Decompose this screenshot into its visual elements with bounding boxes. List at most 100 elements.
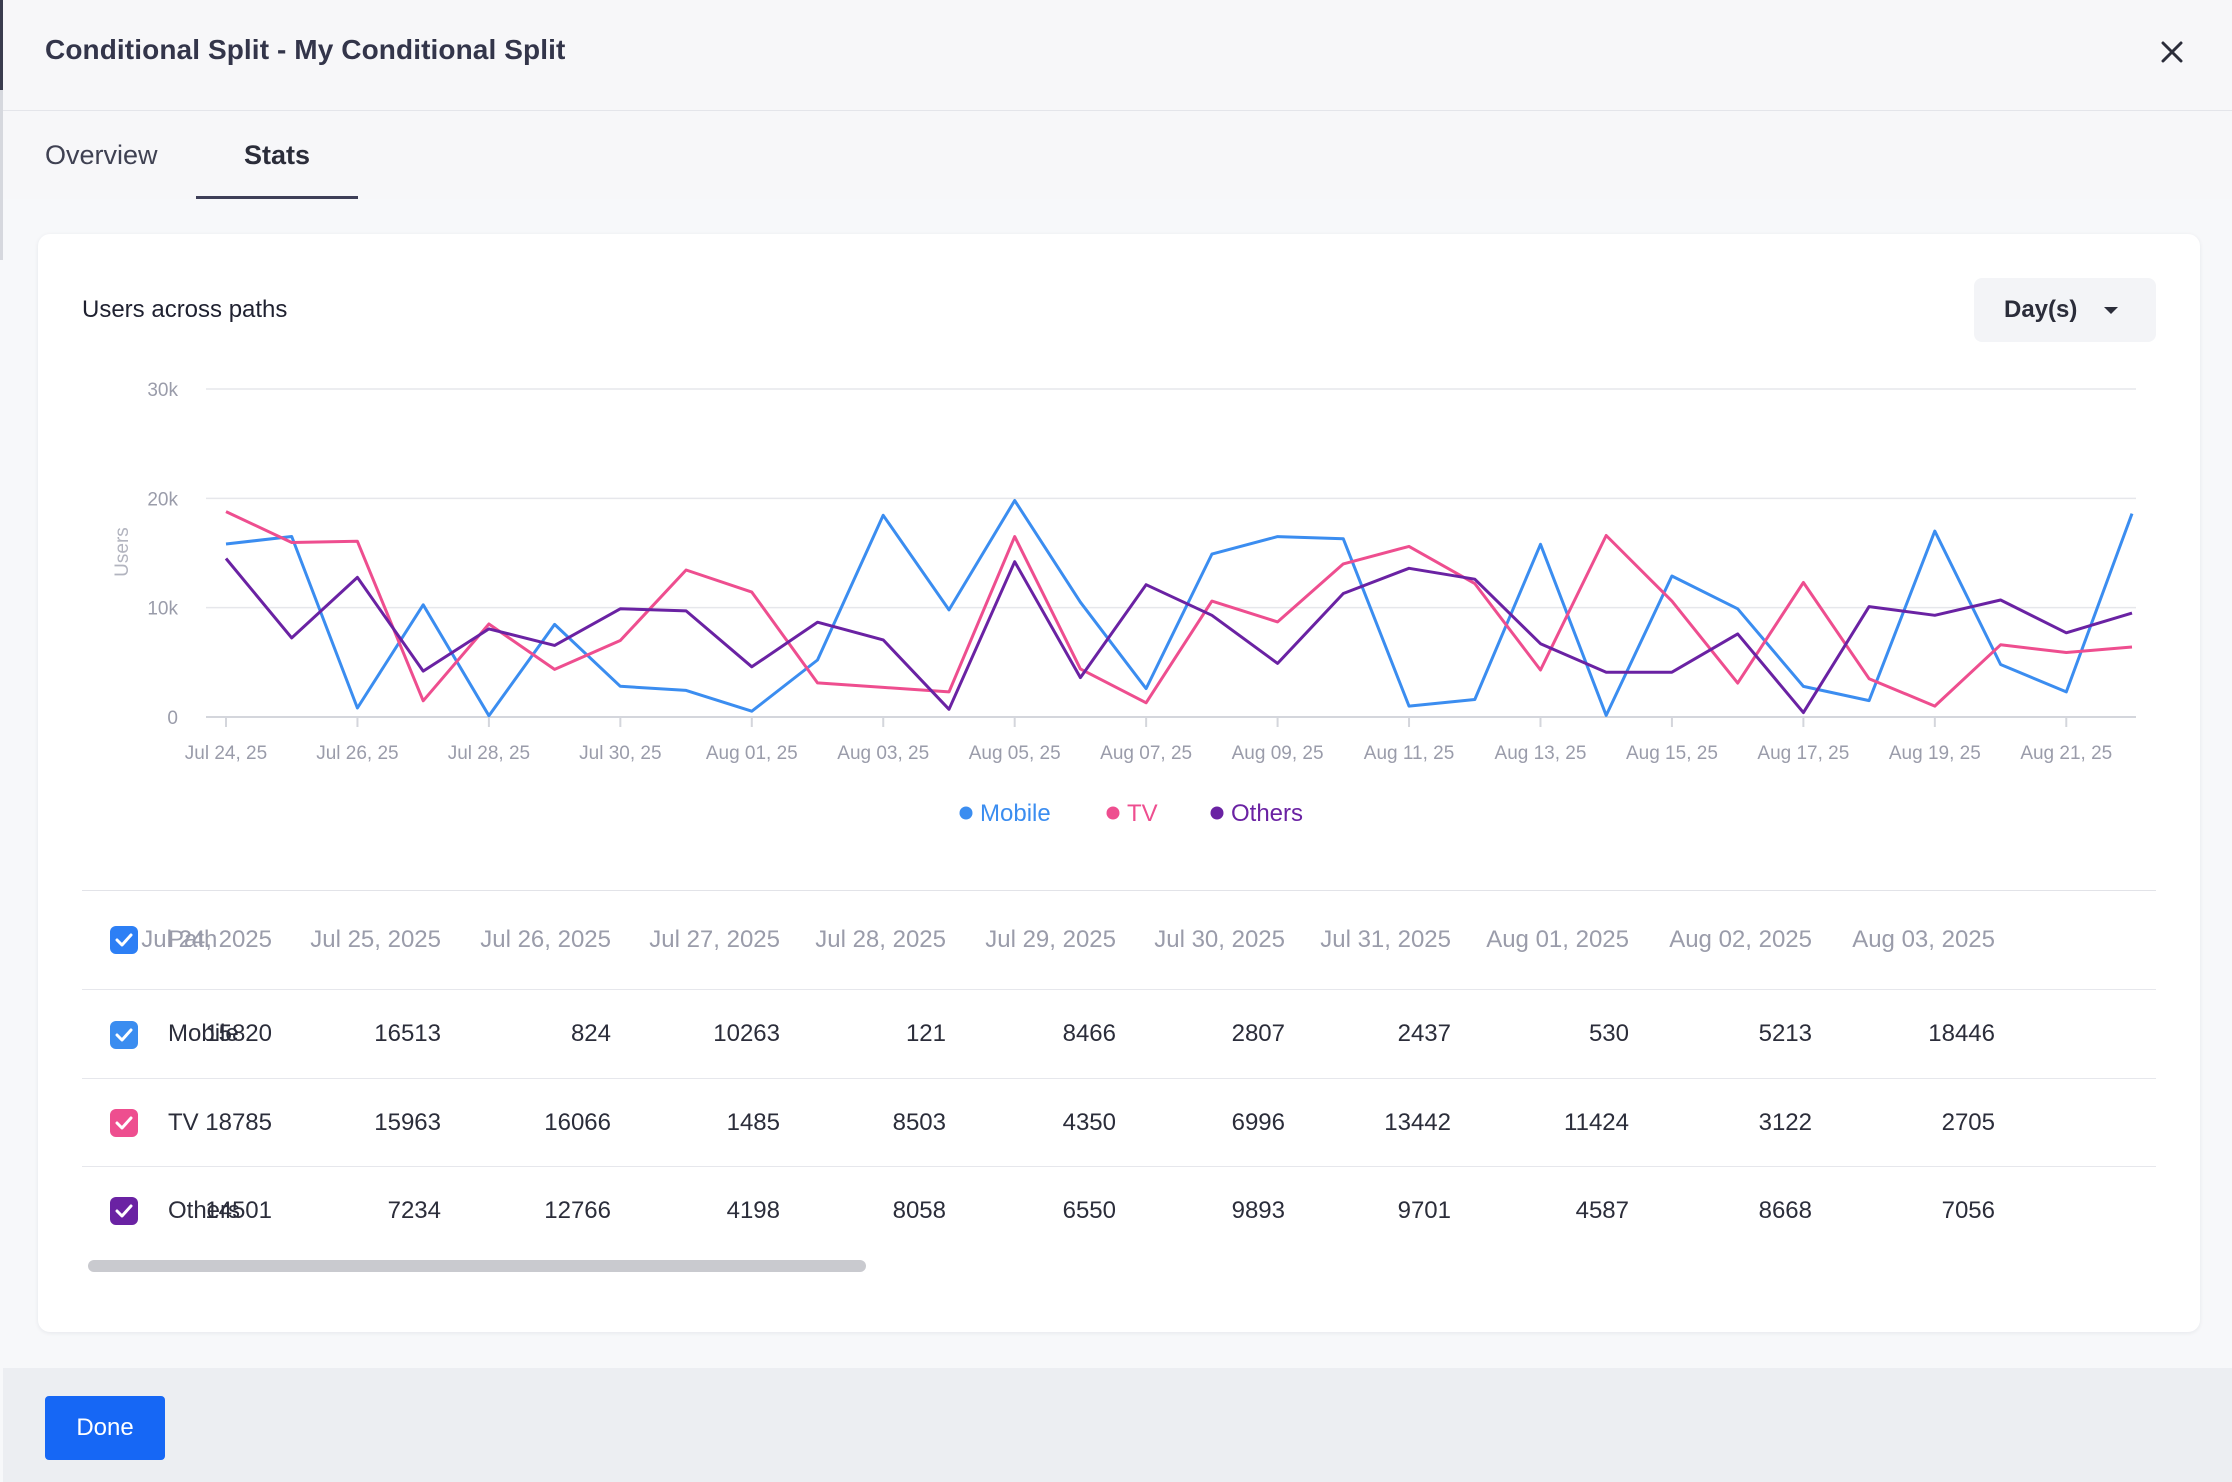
table-cell: 15963 (374, 1108, 441, 1136)
date-column-header: Aug 01, 2025 (1486, 925, 1629, 953)
x-tick-label: Aug 19, 25 (1889, 743, 1981, 764)
table-cell: 2437 (1397, 1020, 1451, 1047)
table-cell: 14501 (205, 1196, 272, 1224)
done-button[interactable]: Done (45, 1396, 165, 1460)
y-tick-label: 30k (147, 380, 178, 401)
tab-stats[interactable]: Stats (196, 111, 359, 199)
table-row-others: Others 14501 7234 12766 4198 8058 6550 9893 9701… (82, 1167, 2156, 1250)
table-cell: 2705 (1941, 1108, 1995, 1136)
table-cell: 2807 (1231, 1020, 1285, 1047)
table-cell: 8466 (1062, 1020, 1116, 1047)
table-cell: 10263 (713, 1020, 780, 1047)
date-column-header: Jul 28, 2025 (815, 925, 946, 953)
series-line-mobile[interactable] (225, 499, 2134, 718)
table-cell: 3122 (1758, 1108, 1812, 1136)
period-dropdown[interactable]: Day(s) (1974, 278, 2156, 342)
close-button[interactable] (2152, 32, 2192, 72)
table-divider (82, 890, 2156, 891)
table-cell: 16066 (544, 1108, 611, 1136)
table-cell: 1485 (726, 1108, 780, 1136)
table-cell: 6996 (1231, 1108, 1285, 1136)
y-axis-title: Users (112, 527, 133, 577)
table-row-mobile: Mobile 15820 16513 824 10263 121 8466 2807 2437 5… (82, 990, 2156, 1079)
background-panel-edge (0, 0, 3, 1482)
legend-label: Others (1231, 800, 1303, 827)
table-cell: 6550 (1062, 1196, 1116, 1224)
x-tick-label: Aug 09, 25 (1232, 743, 1324, 764)
date-column-header: Jul 29, 2025 (985, 925, 1116, 953)
row-checkbox-mobile[interactable] (110, 1020, 138, 1049)
x-tick-label: Aug 15, 25 (1626, 743, 1718, 764)
legend-item-tv[interactable]: TV (1106, 800, 1158, 827)
table-cell: 16513 (374, 1020, 441, 1047)
scrollbar-thumb[interactable] (88, 1260, 866, 1272)
horizontal-scrollbar[interactable] (82, 1258, 2156, 1274)
table-header-row: Path Jul 24, 2025 Jul 25, 2025 Jul 26, 202… (82, 890, 2156, 990)
date-column-header: Jul 31, 2025 (1320, 925, 1451, 953)
legend-label: TV (1127, 800, 1158, 827)
path-name: TV (168, 1108, 199, 1136)
table-cell: 7056 (1941, 1196, 1995, 1224)
table-cell: 8058 (892, 1196, 946, 1224)
x-tick-label: Jul 24, 25 (185, 743, 267, 764)
check-icon (115, 1028, 133, 1041)
chart-title: Users across paths (82, 296, 288, 323)
table-cell: 4587 (1575, 1196, 1629, 1224)
path-name: Mobile (168, 1020, 239, 1047)
dialog-header: Conditional Split - My Conditional Split (3, 0, 2232, 111)
table-cell: 8503 (892, 1108, 946, 1136)
select-all-checkbox[interactable] (110, 926, 138, 954)
stats-card: Users across paths Day(s) 0 10k 20k 30k Jul… (38, 234, 2200, 1332)
series-line-others[interactable] (224, 557, 2133, 715)
users-line-chart: 0 10k 20k 30k Jul 24, 25 Jul 26, 25 Jul 28, 2… (112, 380, 2136, 827)
table-cell: 7234 (387, 1196, 441, 1224)
table-cell: 121 (905, 1020, 946, 1047)
x-tick-label: Aug 01, 25 (706, 743, 798, 764)
date-column-header: Aug 03, 2025 (1852, 925, 1995, 953)
date-column-header: Jul 24, 2025 (141, 925, 272, 953)
y-tick-label: 20k (147, 489, 178, 510)
table-cell: 18446 (1928, 1020, 1995, 1047)
stats-table: Path Jul 24, 2025 Jul 25, 2025 Jul 26, 202… (82, 890, 2156, 1250)
table-cell: 8668 (1758, 1196, 1812, 1224)
legend-dot (959, 806, 973, 820)
table-cell: 12766 (544, 1196, 611, 1224)
table-cell: 5213 (1758, 1020, 1812, 1047)
series-line-tv[interactable] (225, 510, 2133, 708)
close-icon (2161, 41, 2183, 63)
x-tick-label: Aug 21, 25 (2020, 743, 2112, 764)
x-tick-label: Jul 28, 25 (448, 743, 530, 764)
x-tick-label: Aug 17, 25 (1757, 743, 1849, 764)
row-checkbox-others[interactable] (110, 1197, 138, 1225)
check-icon (115, 1204, 133, 1218)
table-cell: 11424 (1564, 1108, 1629, 1136)
legend-dot (1106, 806, 1120, 820)
tab-overview[interactable]: Overview (45, 139, 158, 170)
x-tick-label: Aug 03, 25 (837, 743, 929, 764)
date-column-header: Jul 30, 2025 (1154, 925, 1285, 953)
x-tick-label: Jul 30, 25 (579, 743, 661, 764)
table-cell: 824 (570, 1020, 611, 1047)
table-cell: 9893 (1231, 1196, 1285, 1224)
legend-dot (1210, 806, 1224, 820)
legend-item-mobile[interactable]: Mobile (959, 800, 1051, 827)
date-column-header: Jul 26, 2025 (480, 925, 611, 953)
check-icon (115, 1116, 133, 1130)
period-dropdown-value: Day(s) (2004, 296, 2078, 323)
table-cell: 9701 (1397, 1196, 1451, 1224)
check-icon (115, 933, 133, 947)
table-cell: 13442 (1384, 1108, 1451, 1136)
legend-label: Mobile (980, 800, 1051, 827)
row-checkbox-tv[interactable] (110, 1109, 138, 1137)
table-cell: 15820 (205, 1020, 272, 1047)
x-tick-label: Jul 26, 25 (316, 743, 398, 764)
path-column-header: Path (168, 925, 218, 953)
table-row-tv: TV 18785 15963 16066 1485 8503 4350 6996 13442 11… (82, 1079, 2156, 1167)
chevron-down-icon (2104, 307, 2118, 314)
path-name: Others (168, 1196, 241, 1224)
x-tick-label: Aug 05, 25 (969, 743, 1061, 764)
legend-item-others[interactable]: Others (1210, 800, 1304, 827)
date-column-header: Jul 27, 2025 (649, 925, 780, 953)
table-cell: 4350 (1062, 1108, 1116, 1136)
date-column-header: Aug 02, 2025 (1669, 925, 1812, 953)
